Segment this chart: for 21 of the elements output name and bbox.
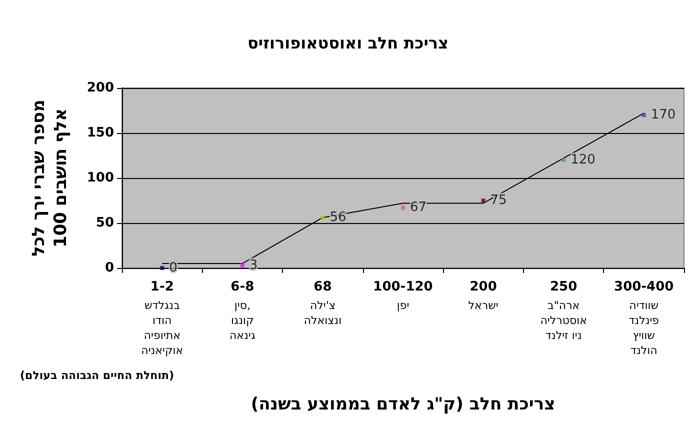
point: [240, 263, 244, 268]
y-tick-label: 200: [86, 80, 114, 96]
point: [320, 216, 325, 220]
point: [642, 113, 646, 117]
y-tick-label: 150: [86, 126, 114, 140]
point: [562, 158, 566, 162]
data-label: 67: [410, 200, 427, 216]
data-label: 170: [650, 108, 676, 122]
chart-title: צריכת חלב ואוסטאופורוזיס: [248, 34, 448, 52]
data-label: 56: [330, 210, 346, 226]
y-tick-label: 0: [104, 260, 114, 276]
point: [160, 266, 164, 270]
point: [481, 198, 486, 202]
data-label: 120: [570, 152, 596, 168]
data-label: 75: [490, 193, 507, 208]
text: (תוחלת החיים הגבוהה בעולם): [20, 369, 174, 382]
point: [401, 206, 405, 210]
y-tick-label: 100: [86, 170, 114, 186]
y-tick-label: 50: [96, 216, 114, 230]
y-axis-title: מספר שברי ירך לכל 100 אלף תושבים: [29, 100, 71, 256]
x-axis-title: צריכת חלב (ק"ג לאדם בממוצע בשנה): [250, 394, 556, 414]
